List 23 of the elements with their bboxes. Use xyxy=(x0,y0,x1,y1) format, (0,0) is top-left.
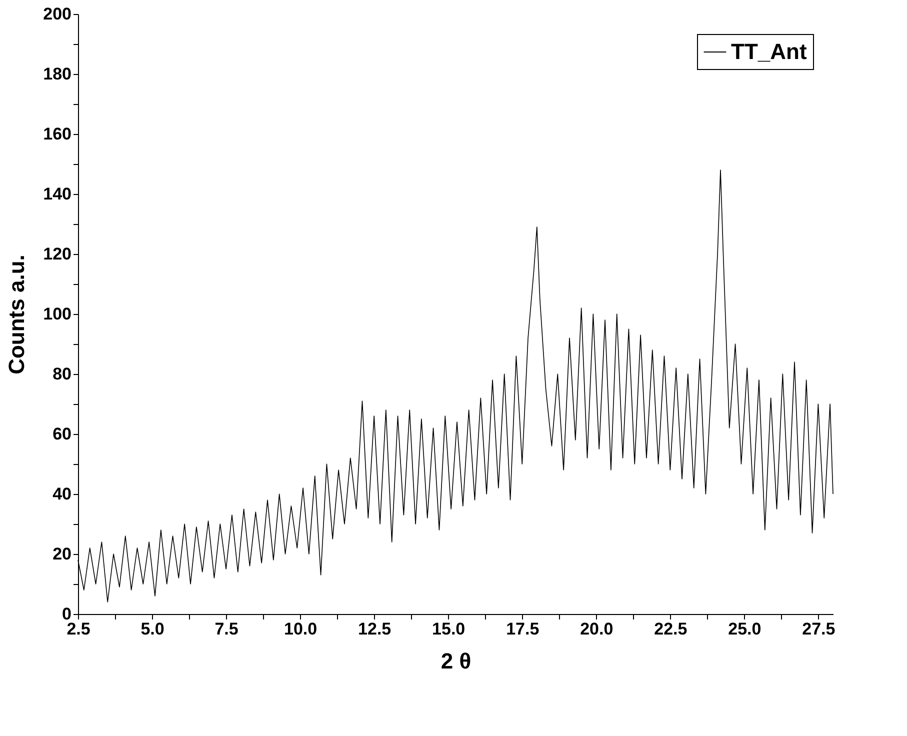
y-tick-label: 20 xyxy=(52,544,72,564)
y-tick-label: 60 xyxy=(52,424,72,444)
x-tick-label: 7.5 xyxy=(214,620,238,638)
y-tick-label: 140 xyxy=(43,184,72,204)
legend-label: TT_Ant xyxy=(731,39,808,64)
y-tick-label: 40 xyxy=(52,484,72,504)
x-tick-label: 15.0 xyxy=(432,620,466,638)
y-tick-label: 100 xyxy=(43,304,72,324)
y-tick-label: 160 xyxy=(43,124,72,144)
x-tick-label: 22.5 xyxy=(654,620,688,638)
y-axis-title: Counts a.u. xyxy=(4,254,30,374)
y-tick-label: 120 xyxy=(43,244,72,264)
y-tick-label: 200 xyxy=(43,4,72,24)
x-tick-label: 17.5 xyxy=(506,620,540,638)
y-tick-label: 180 xyxy=(43,64,72,84)
x-tick-label: 10.0 xyxy=(284,620,318,638)
x-axis-title: 2 θ xyxy=(440,648,472,674)
y-tick-label: 80 xyxy=(52,364,72,384)
x-tick-label: 20.0 xyxy=(580,620,614,638)
x-tick-label: 5.0 xyxy=(140,620,164,638)
x-tick-label: 25.0 xyxy=(728,620,762,638)
x-tick-label: 12.5 xyxy=(358,620,392,638)
x-tick-label: 27.5 xyxy=(802,620,836,638)
